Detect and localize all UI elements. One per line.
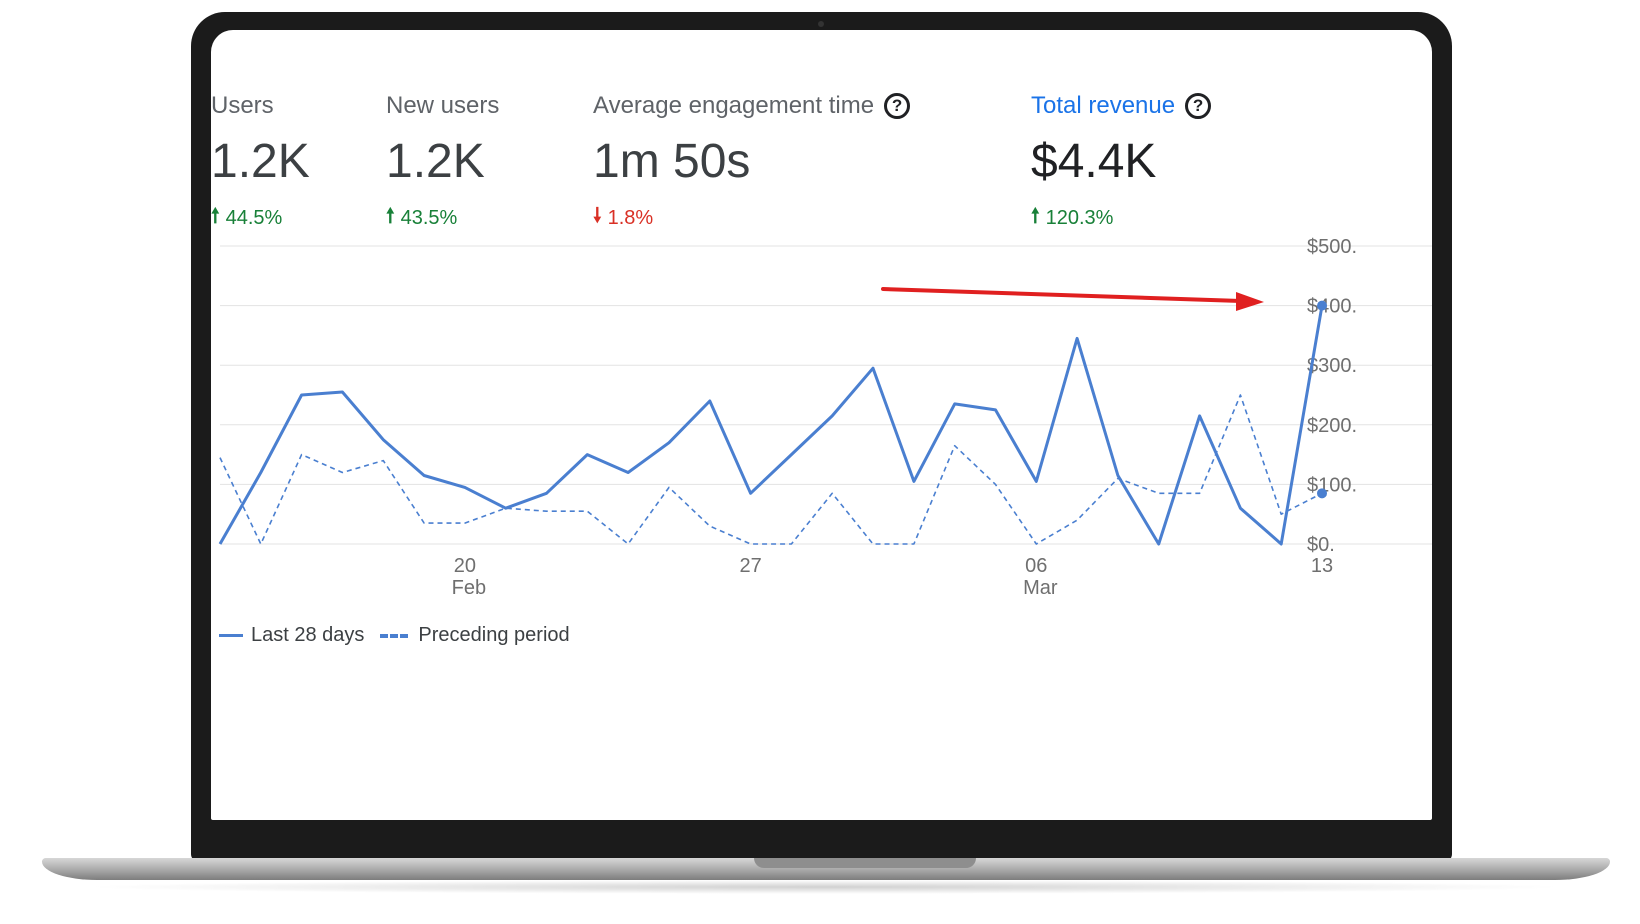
x-tick-label: 27 — [739, 555, 761, 577]
x-tick-label: 13 — [1311, 555, 1333, 577]
metric-value: $4.4K — [1031, 135, 1157, 188]
camera-dot — [818, 21, 824, 27]
metric-value: 1.2K — [211, 135, 310, 188]
metric-label: Average engagement time ? — [593, 92, 911, 120]
annotation-arrow-shaft — [881, 287, 1243, 303]
y-tick-label: $200. — [1307, 415, 1357, 437]
metric-value: 1m 50s — [593, 135, 751, 188]
legend-solid-swatch — [219, 634, 243, 637]
x-tick-label: 20 — [454, 555, 476, 577]
metric-total-revenue[interactable]: Total revenue ? $4.4K 🠕 120.3% — [1031, 92, 1212, 235]
metric-change: 🠕 43.5% — [386, 201, 499, 235]
legend-current-label: Last 28 days — [251, 624, 365, 646]
x-tick-label: 06 — [1025, 555, 1047, 577]
metric-change: 🠗 1.8% — [593, 201, 910, 235]
series-endpoint-preceding — [1317, 488, 1327, 499]
metric-users[interactable]: Users 1.2K 🠕 44.5% — [211, 92, 310, 235]
metric-label: New users — [386, 92, 500, 119]
metric-change: 🠕 120.3% — [1031, 201, 1211, 235]
series-endpoint-current — [1317, 300, 1327, 311]
metric-value: 1.2K — [386, 135, 485, 188]
series-line-preceding — [219, 394, 1323, 545]
y-tick-label: $400. — [1307, 296, 1357, 318]
arrow-up-icon: 🠕 — [386, 205, 395, 227]
metric-change: 🠕 44.5% — [211, 201, 310, 235]
metric-new-users[interactable]: New users 1.2K 🠕 43.5% — [386, 92, 499, 235]
metric-label: Total revenue ? — [1031, 92, 1212, 120]
arrow-up-icon: 🠕 — [211, 205, 220, 227]
legend-previous-label: Preceding period — [418, 624, 570, 646]
legend-dashed-swatch — [380, 633, 409, 638]
series-line-current — [218, 305, 1324, 546]
help-icon[interactable]: ? — [884, 93, 911, 119]
y-tick-label: $0. — [1307, 534, 1335, 556]
y-tick-label: $500. — [1307, 236, 1357, 258]
x-tick-sublabel: Mar — [1023, 577, 1058, 599]
y-tick-label: $300. — [1307, 355, 1357, 377]
analytics-screen: Users 1.2K 🠕 44.5% New users 1.2K 🠕 43.5… — [211, 30, 1432, 820]
metric-label: Users — [211, 92, 274, 119]
chart-legend: Last 28 days Preceding period — [219, 624, 570, 647]
arrow-down-icon: 🠗 — [593, 205, 602, 227]
help-icon[interactable]: ? — [1185, 93, 1212, 119]
arrow-up-icon: 🠕 — [1031, 205, 1040, 227]
annotation-arrow-head — [1236, 292, 1264, 311]
y-tick-label: $100. — [1307, 474, 1357, 496]
laptop-base — [42, 858, 1610, 880]
laptop-notch — [754, 858, 976, 868]
metric-average-engagement-time[interactable]: Average engagement time ? 1m 50s 🠗 1.8% — [593, 92, 911, 235]
laptop-shadow — [80, 880, 1570, 894]
x-tick-sublabel: Feb — [452, 577, 486, 599]
